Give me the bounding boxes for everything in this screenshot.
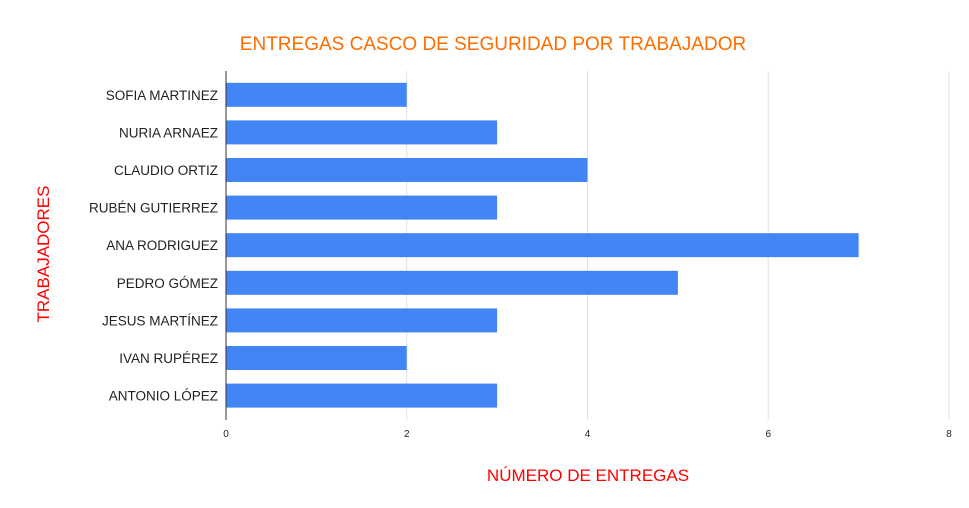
bar (226, 270, 678, 295)
category-label: JESUS MARTÍNEZ (102, 313, 218, 328)
category-label: IVAN RUPÉREZ (119, 351, 218, 366)
bar (226, 383, 498, 408)
value-tick-labels: 0 2 4 6 8 (223, 429, 952, 440)
x-tick-label: 2 (404, 429, 410, 440)
y-axis-title: TRABAJADORES (34, 186, 53, 323)
x-tick-label: 4 (585, 429, 591, 440)
x-tick-label: 8 (946, 429, 952, 440)
category-label: ANA RODRIGUEZ (106, 238, 218, 253)
bar (226, 158, 588, 182)
bar (226, 346, 407, 370)
category-labels: SOFIA MARTINEZ NURIA ARNAEZ CLAUDIO ORTIZ R… (89, 88, 218, 404)
category-label: PEDRO GÓMEZ (117, 276, 218, 291)
category-label: NURIA ARNAEZ (119, 125, 218, 140)
category-label: RUBÉN GUTIERREZ (89, 201, 218, 216)
bar (226, 82, 407, 107)
x-axis-title: NÚMERO DE ENTREGAS (487, 466, 689, 485)
category-label: CLAUDIO ORTIZ (114, 163, 218, 178)
x-tick-label: 0 (223, 429, 229, 440)
bar (226, 308, 498, 333)
chart-title: ENTREGAS CASCO DE SEGURIDAD POR TRABAJAD… (240, 34, 746, 55)
x-tick-label: 6 (765, 429, 771, 440)
bar (226, 233, 859, 258)
bars (226, 82, 859, 408)
bar (226, 120, 498, 145)
bar (226, 195, 498, 220)
category-label: SOFIA MARTINEZ (106, 88, 218, 103)
category-label: ANTONIO LÓPEZ (109, 389, 218, 404)
